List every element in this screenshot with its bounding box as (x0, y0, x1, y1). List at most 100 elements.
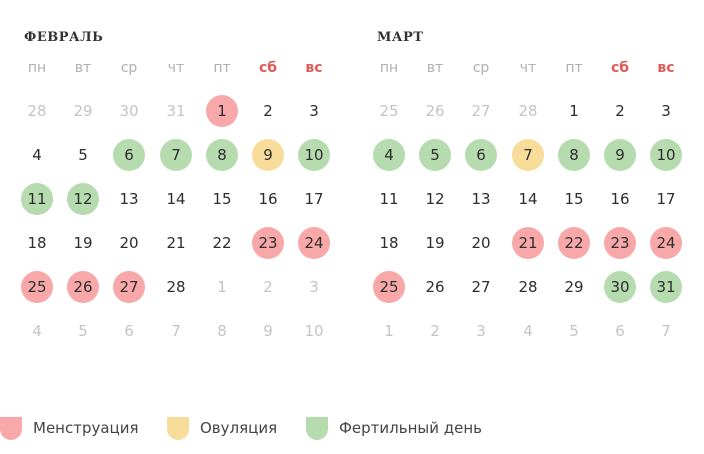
menstruation-marker-icon (0, 416, 22, 440)
day-cell-other-month[interactable]: 27 (471, 102, 491, 120)
day-cell[interactable]: 11 (379, 190, 399, 208)
day-cell-menstruation[interactable]: 1 (206, 95, 238, 127)
day-cell[interactable]: 20 (119, 234, 139, 252)
day-cell[interactable]: 19 (425, 234, 445, 252)
day-cell[interactable]: 28 (518, 278, 538, 296)
day-cell[interactable]: 17 (656, 190, 676, 208)
legend-item-ovulation: Овуляция (167, 416, 277, 440)
weekday-header: сб (258, 60, 278, 76)
weekday-header: вт (426, 60, 444, 76)
day-cell-menstruation[interactable]: 26 (67, 271, 99, 303)
weekday-header: пт (213, 60, 231, 76)
day-cell[interactable]: 3 (309, 102, 319, 120)
day-cell-fertile[interactable]: 6 (465, 139, 497, 171)
day-cell-menstruation[interactable]: 25 (21, 271, 53, 303)
day-cell-other-month[interactable]: 4 (32, 322, 42, 340)
day-cell-fertile[interactable]: 6 (113, 139, 145, 171)
weekday-header: вс (305, 60, 323, 76)
day-cell[interactable]: 5 (78, 146, 88, 164)
day-cell[interactable]: 1 (569, 102, 579, 120)
day-cell[interactable]: 16 (610, 190, 630, 208)
day-cell[interactable]: 18 (379, 234, 399, 252)
day-cell-fertile[interactable]: 9 (604, 139, 636, 171)
day-cell[interactable]: 12 (425, 190, 445, 208)
day-cell[interactable]: 3 (661, 102, 671, 120)
day-cell[interactable]: 22 (212, 234, 232, 252)
day-cell-menstruation[interactable]: 25 (373, 271, 405, 303)
month-title: ФЕВРАЛЬ (24, 30, 104, 45)
day-cell-other-month[interactable]: 10 (304, 322, 324, 340)
day-cell[interactable]: 26 (425, 278, 445, 296)
day-cell[interactable]: 20 (471, 234, 491, 252)
day-cell-fertile[interactable]: 10 (650, 139, 682, 171)
day-cell-other-month[interactable]: 30 (119, 102, 139, 120)
day-cell-other-month[interactable]: 5 (569, 322, 579, 340)
day-cell[interactable]: 13 (471, 190, 491, 208)
day-cell-other-month[interactable]: 28 (27, 102, 47, 120)
day-cell-fertile[interactable]: 8 (558, 139, 590, 171)
day-cell[interactable]: 17 (304, 190, 324, 208)
day-cell[interactable]: 15 (212, 190, 232, 208)
day-cell[interactable]: 4 (32, 146, 42, 164)
day-cell-other-month[interactable]: 1 (217, 278, 227, 296)
day-cell-fertile[interactable]: 30 (604, 271, 636, 303)
day-cell-fertile[interactable]: 31 (650, 271, 682, 303)
day-cell-menstruation[interactable]: 23 (252, 227, 284, 259)
day-cell-fertile[interactable]: 10 (298, 139, 330, 171)
day-cell[interactable]: 14 (166, 190, 186, 208)
day-cell-menstruation[interactable]: 23 (604, 227, 636, 259)
day-cell[interactable]: 2 (263, 102, 273, 120)
day-cell-menstruation[interactable]: 22 (558, 227, 590, 259)
day-cell-menstruation[interactable]: 27 (113, 271, 145, 303)
day-cell[interactable]: 21 (166, 234, 186, 252)
day-cell-fertile[interactable]: 8 (206, 139, 238, 171)
day-cell-other-month[interactable]: 26 (425, 102, 445, 120)
day-cell[interactable]: 19 (73, 234, 93, 252)
day-cell-other-month[interactable]: 3 (309, 278, 319, 296)
day-cell-other-month[interactable]: 7 (661, 322, 671, 340)
legend-label: Фертильный день (339, 419, 482, 437)
weekday-header: сб (610, 60, 630, 76)
day-cell[interactable]: 14 (518, 190, 538, 208)
day-cell-other-month[interactable]: 4 (523, 322, 533, 340)
day-cell-other-month[interactable]: 6 (615, 322, 625, 340)
day-cell[interactable]: 18 (27, 234, 47, 252)
weekday-header: ср (120, 60, 138, 76)
day-cell-ovulation[interactable]: 7 (512, 139, 544, 171)
day-cell-other-month[interactable]: 2 (263, 278, 273, 296)
day-cell-other-month[interactable]: 31 (166, 102, 186, 120)
month-title: МАРТ (377, 30, 424, 45)
day-cell[interactable]: 28 (166, 278, 186, 296)
day-cell-other-month[interactable]: 29 (73, 102, 93, 120)
day-cell-other-month[interactable]: 1 (384, 322, 394, 340)
day-cell-fertile[interactable]: 12 (67, 183, 99, 215)
weekday-header: пт (565, 60, 583, 76)
day-cell[interactable]: 29 (564, 278, 584, 296)
day-cell[interactable]: 27 (471, 278, 491, 296)
day-cell-fertile[interactable]: 11 (21, 183, 53, 215)
day-cell-fertile[interactable]: 7 (160, 139, 192, 171)
day-cell-other-month[interactable]: 7 (171, 322, 181, 340)
day-cell[interactable]: 2 (615, 102, 625, 120)
day-cell-ovulation[interactable]: 9 (252, 139, 284, 171)
weekday-header: чт (519, 60, 537, 76)
day-cell-fertile[interactable]: 4 (373, 139, 405, 171)
day-cell-menstruation[interactable]: 24 (650, 227, 682, 259)
weekday-header: вс (657, 60, 675, 76)
day-cell-menstruation[interactable]: 21 (512, 227, 544, 259)
weekday-header: ср (472, 60, 490, 76)
day-cell-other-month[interactable]: 25 (379, 102, 399, 120)
day-cell-menstruation[interactable]: 24 (298, 227, 330, 259)
day-cell-other-month[interactable]: 28 (518, 102, 538, 120)
day-cell-other-month[interactable]: 8 (217, 322, 227, 340)
day-cell-other-month[interactable]: 5 (78, 322, 88, 340)
day-cell-fertile[interactable]: 5 (419, 139, 451, 171)
day-cell[interactable]: 16 (258, 190, 278, 208)
legend-item-menstruation: Менструация (0, 416, 139, 440)
day-cell[interactable]: 13 (119, 190, 139, 208)
day-cell-other-month[interactable]: 2 (430, 322, 440, 340)
day-cell-other-month[interactable]: 6 (124, 322, 134, 340)
day-cell-other-month[interactable]: 9 (263, 322, 273, 340)
day-cell[interactable]: 15 (564, 190, 584, 208)
day-cell-other-month[interactable]: 3 (476, 322, 486, 340)
